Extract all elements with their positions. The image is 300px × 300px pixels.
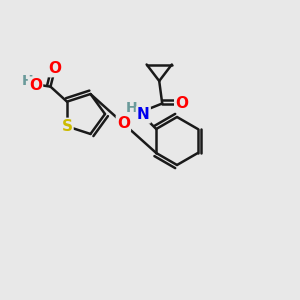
Text: O: O bbox=[117, 116, 130, 131]
Text: O: O bbox=[49, 61, 62, 76]
Text: O: O bbox=[175, 96, 188, 111]
Text: N: N bbox=[137, 107, 150, 122]
Text: O: O bbox=[29, 78, 42, 93]
Text: S: S bbox=[61, 119, 73, 134]
Text: H: H bbox=[22, 74, 34, 88]
Text: H: H bbox=[125, 101, 137, 115]
